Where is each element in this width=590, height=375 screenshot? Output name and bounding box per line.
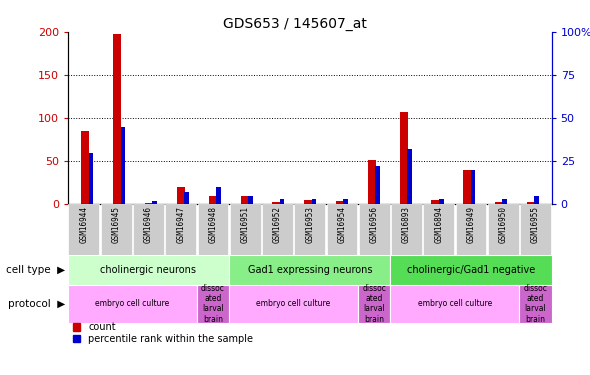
Bar xyxy=(152,201,157,204)
Bar xyxy=(101,204,132,255)
Text: GSM16955: GSM16955 xyxy=(531,206,540,243)
Text: GSM16953: GSM16953 xyxy=(305,206,314,243)
Bar xyxy=(535,196,539,204)
Bar xyxy=(120,127,125,204)
Bar xyxy=(262,204,293,255)
Text: embryo cell culture: embryo cell culture xyxy=(418,299,492,308)
Bar xyxy=(423,204,454,255)
Text: GSM16949: GSM16949 xyxy=(467,206,476,243)
Bar xyxy=(375,166,380,204)
Bar xyxy=(113,34,121,204)
Bar xyxy=(209,196,217,204)
Bar xyxy=(488,204,519,255)
Bar xyxy=(241,196,248,204)
Bar xyxy=(280,199,284,204)
Bar xyxy=(439,199,444,204)
Text: cholinergic neurons: cholinergic neurons xyxy=(100,265,196,275)
Bar xyxy=(495,202,503,204)
Text: GSM16944: GSM16944 xyxy=(80,206,88,243)
Bar xyxy=(463,170,471,204)
Text: GSM16893: GSM16893 xyxy=(402,206,411,243)
Bar xyxy=(229,285,358,322)
Bar xyxy=(359,204,390,255)
Bar xyxy=(184,192,189,204)
Bar xyxy=(145,202,153,204)
Bar xyxy=(273,202,280,204)
Bar xyxy=(68,204,100,255)
Bar xyxy=(326,204,358,255)
Text: GSM16952: GSM16952 xyxy=(273,206,282,243)
Text: dissoc
ated
larval
brain: dissoc ated larval brain xyxy=(362,284,386,324)
Bar xyxy=(68,255,229,285)
Text: GSM16948: GSM16948 xyxy=(208,206,218,243)
Bar xyxy=(294,204,325,255)
Bar xyxy=(519,285,552,322)
Bar xyxy=(177,187,185,204)
Bar xyxy=(216,187,221,204)
Text: GSM16956: GSM16956 xyxy=(370,206,379,243)
Text: GSM16950: GSM16950 xyxy=(499,206,508,243)
Text: Gad1 expressing neurons: Gad1 expressing neurons xyxy=(247,265,372,275)
Text: cholinergic/Gad1 negative: cholinergic/Gad1 negative xyxy=(407,265,535,275)
Bar xyxy=(520,204,551,255)
Text: GDS653 / 145607_at: GDS653 / 145607_at xyxy=(223,17,367,31)
Text: GSM16954: GSM16954 xyxy=(337,206,346,243)
Bar xyxy=(391,255,552,285)
Bar xyxy=(399,112,408,204)
Bar xyxy=(230,204,261,255)
Bar xyxy=(527,202,535,204)
Legend: count, percentile rank within the sample: count, percentile rank within the sample xyxy=(73,322,253,344)
Text: GSM16945: GSM16945 xyxy=(112,206,121,243)
Bar xyxy=(471,170,476,204)
Text: embryo cell culture: embryo cell culture xyxy=(95,299,169,308)
Bar xyxy=(407,149,412,204)
Bar xyxy=(229,255,391,285)
Text: dissoc
ated
larval
brain: dissoc ated larval brain xyxy=(201,284,225,324)
Bar xyxy=(431,200,440,204)
Bar xyxy=(304,200,312,204)
Text: cell type  ▶: cell type ▶ xyxy=(6,265,65,275)
Bar xyxy=(198,204,228,255)
Text: protocol  ▶: protocol ▶ xyxy=(8,299,65,309)
Bar xyxy=(133,204,164,255)
Bar xyxy=(391,285,519,322)
Bar xyxy=(336,201,344,204)
Bar xyxy=(312,199,316,204)
Text: GSM16946: GSM16946 xyxy=(144,206,153,243)
Bar xyxy=(391,204,422,255)
Bar xyxy=(165,204,196,255)
Bar xyxy=(68,285,197,322)
Bar xyxy=(455,204,487,255)
Bar xyxy=(358,285,391,322)
Text: GSM16894: GSM16894 xyxy=(434,206,443,243)
Bar xyxy=(197,285,229,322)
Bar xyxy=(88,153,93,204)
Text: dissoc
ated
larval
brain: dissoc ated larval brain xyxy=(523,284,548,324)
Text: embryo cell culture: embryo cell culture xyxy=(257,299,331,308)
Bar xyxy=(503,199,507,204)
Text: GSM16951: GSM16951 xyxy=(241,206,250,243)
Text: GSM16947: GSM16947 xyxy=(176,206,185,243)
Bar xyxy=(81,131,89,204)
Bar xyxy=(343,199,348,204)
Bar xyxy=(248,196,253,204)
Bar xyxy=(368,159,376,204)
